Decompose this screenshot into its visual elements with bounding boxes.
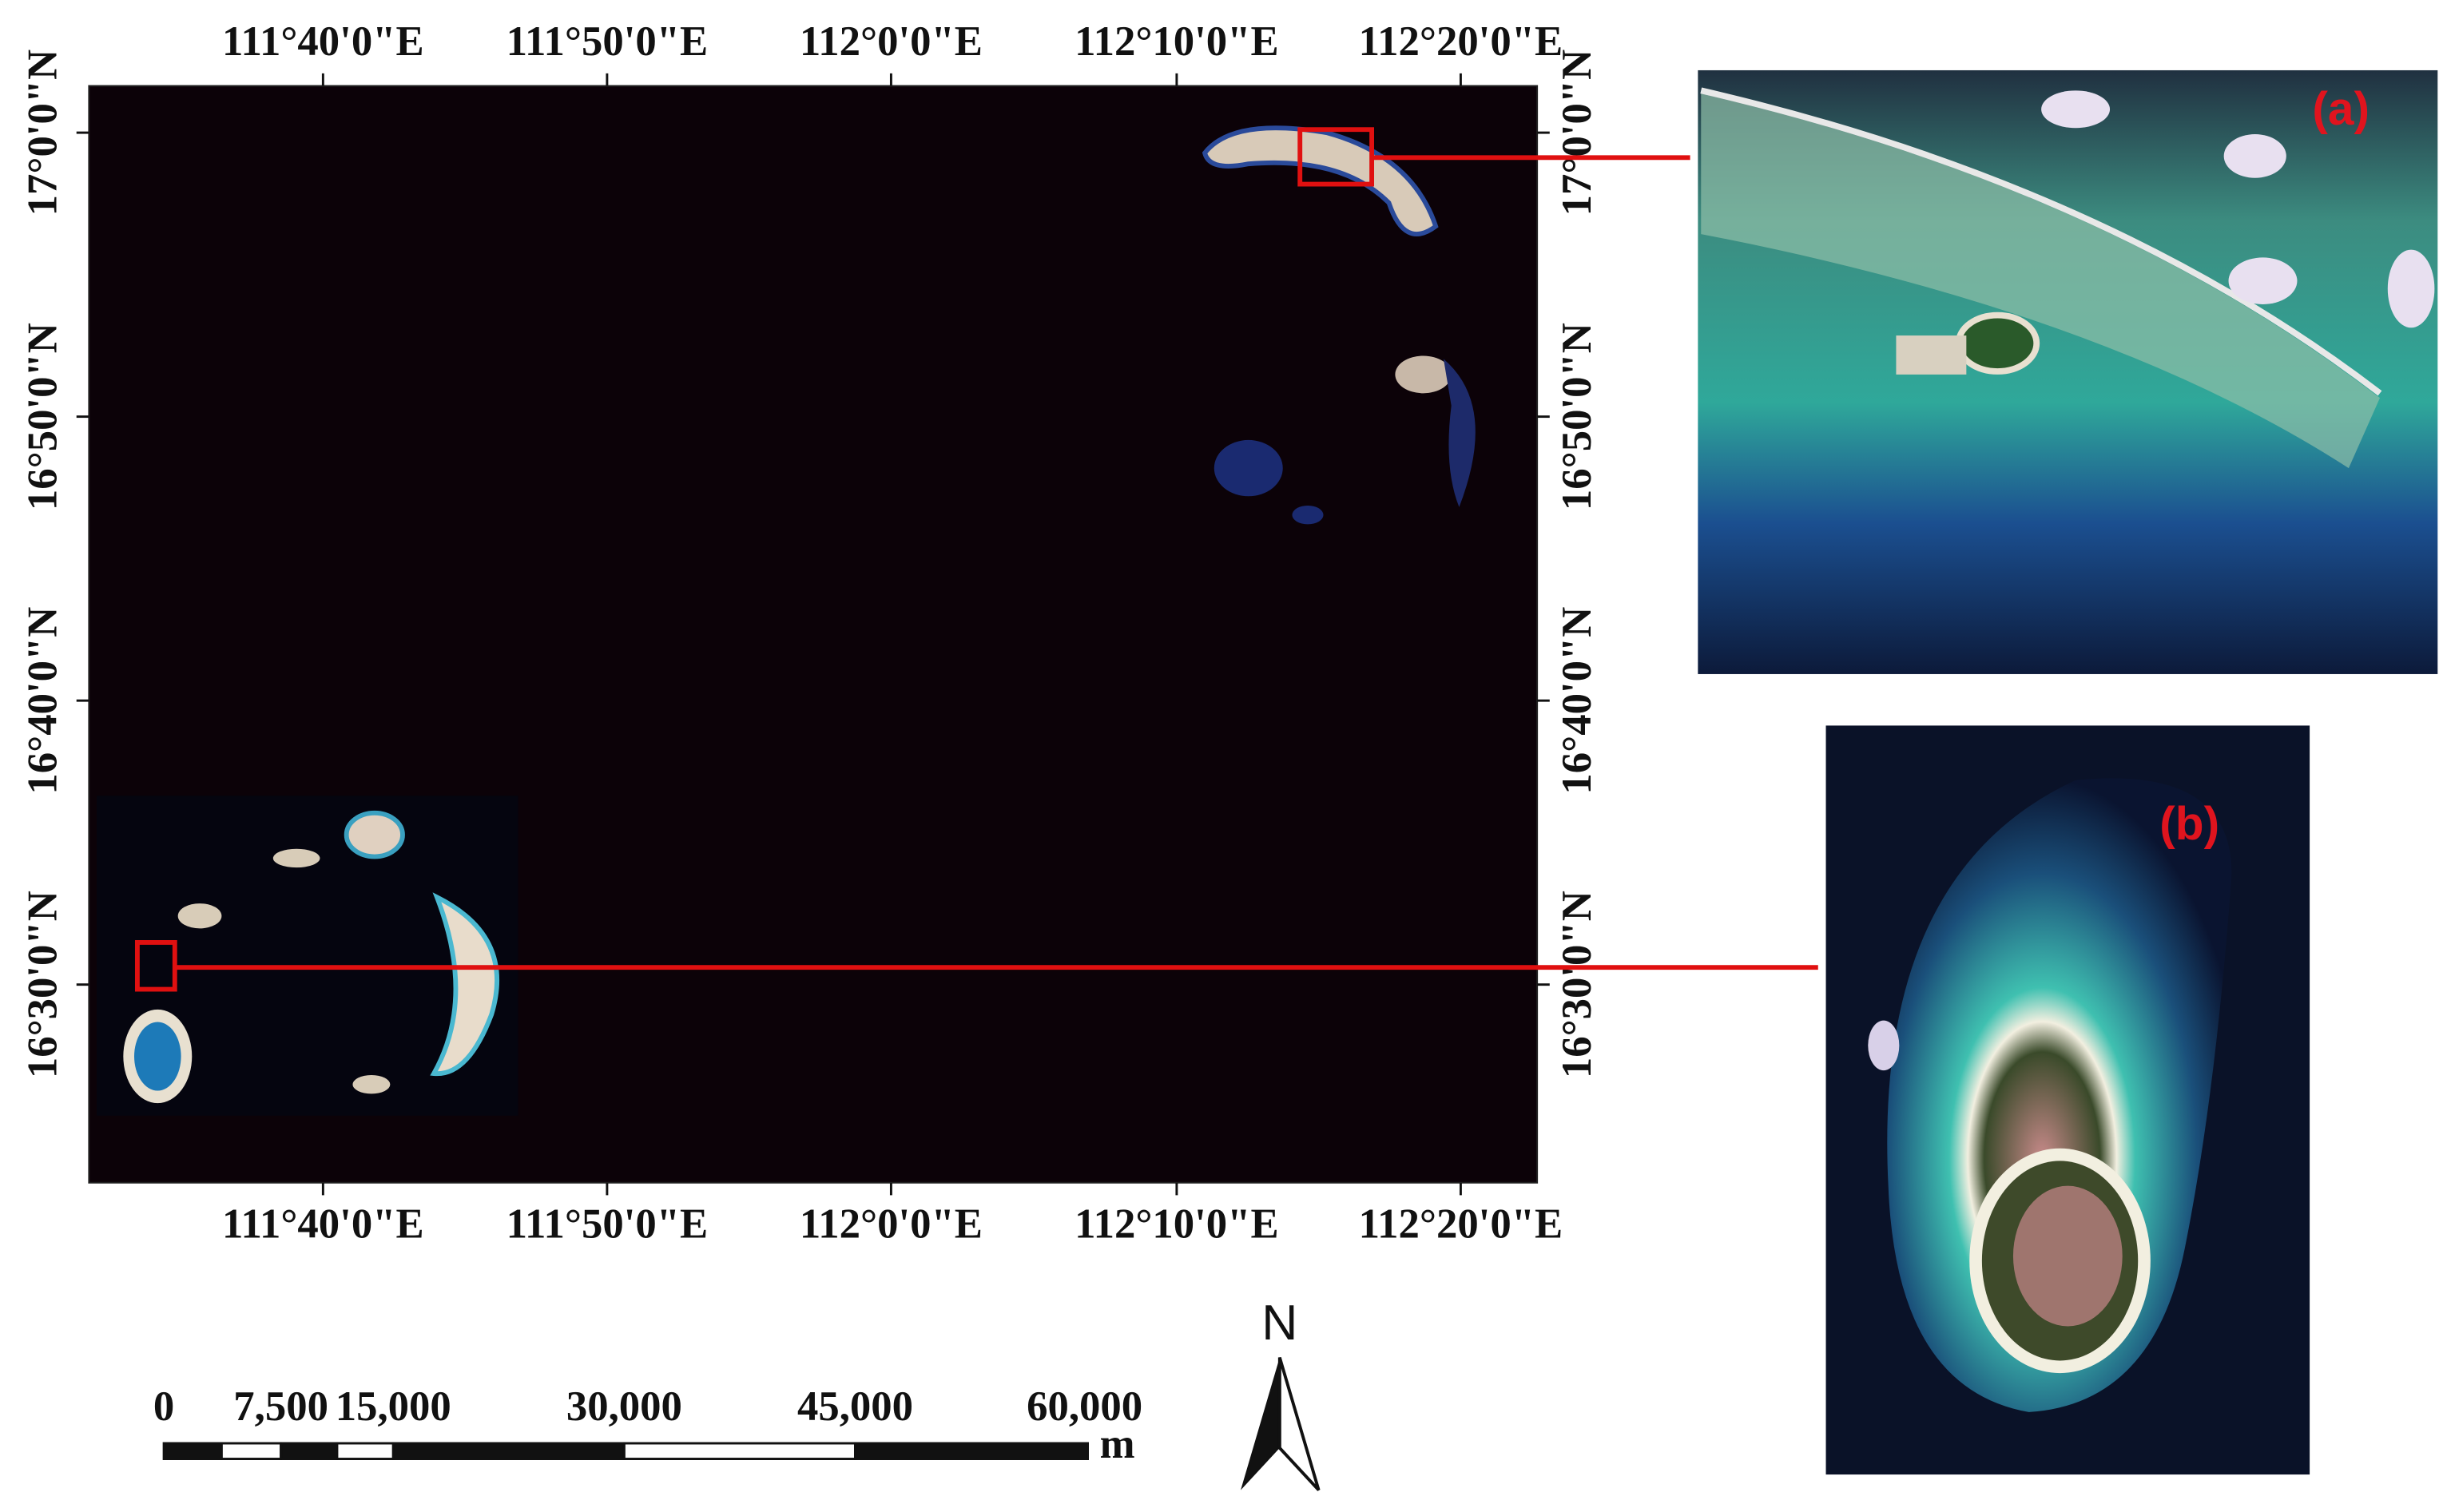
scale-segment [220,1442,283,1460]
scale-segment [162,1442,223,1460]
lon-label: 111°40'0"E [222,1201,424,1248]
lon-label: 112°10'0"E [1075,1201,1278,1248]
lat-label: 16°30'0"N [1554,891,1600,1078]
inset-a [1698,69,2438,674]
scale-label: 30,000 [566,1383,682,1430]
scale-label: 45,000 [797,1383,913,1430]
scale-segment [622,1442,856,1460]
lat-label: 16°50'0"N [1554,323,1600,510]
scale-segment [336,1442,395,1460]
lon-label: 112°10'0"E [1075,18,1278,65]
lat-label: 16°40'0"N [1554,607,1600,795]
north-arrow [1240,1357,1321,1491]
lon-label: 112°0'0"E [800,1201,983,1248]
islands [97,125,1476,1116]
scale-label: 15,000 [336,1383,451,1430]
lon-label: 112°20'0"E [1359,18,1563,65]
inset-label: (a) [2312,83,2370,135]
lon-label: 112°20'0"E [1359,1201,1563,1248]
lat-label: 16°50'0"N [20,323,66,510]
scale-segment [280,1442,339,1460]
scale-unit: m [1100,1421,1135,1467]
lat-label: 16°40'0"N [20,607,66,795]
graticule-ticks [76,73,1550,1196]
inset-b [1825,725,2310,1475]
lat-label: 16°30'0"N [20,891,66,1078]
scale-label: 7,500 [233,1383,328,1430]
graticule-labels: 111°40'0"E 111°40'0"E 111°50'0"E 111°50'0"E… [20,18,1600,1248]
scale-segment [391,1442,626,1460]
north-label: N [1261,1295,1297,1351]
lat-label: 17°0'0"N [1554,50,1600,216]
scale-label: 60,000 [1027,1383,1142,1430]
lon-label: 111°50'0"E [506,1201,709,1248]
scale-label: 0 [153,1383,174,1430]
lon-label: 112°0'0"E [800,18,983,65]
lon-label: 111°40'0"E [222,18,424,65]
inset-label: (b) [2159,798,2219,850]
scale-bar: 0 7,500 15,000 30,000 45,000 60,000 [153,1383,1142,1460]
lat-label: 17°0'0"N [20,50,66,216]
lon-label: 111°50'0"E [506,18,709,65]
scale-segment [854,1442,1090,1460]
